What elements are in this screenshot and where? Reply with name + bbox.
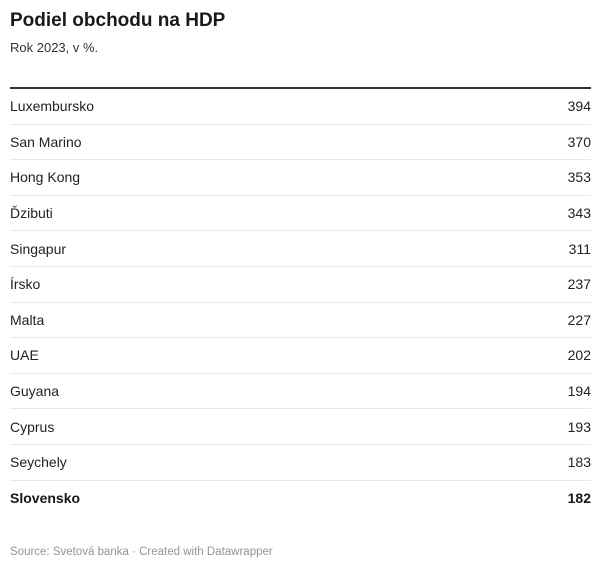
table-row: Hong Kong 353 xyxy=(10,159,591,195)
source-note: Source: Svetová banka · Created with Dat… xyxy=(10,546,273,559)
value-label: 227 xyxy=(567,311,591,328)
country-label: Guyana xyxy=(10,383,60,400)
value-label: 370 xyxy=(567,133,591,150)
country-label: Singapur xyxy=(10,240,67,257)
value-label: 202 xyxy=(567,347,591,364)
table-row: Singapur 311 xyxy=(10,230,591,266)
value-label: 353 xyxy=(567,169,591,186)
country-label: San Marino xyxy=(10,133,82,150)
chart-title: Podiel obchodu na HDP xyxy=(10,10,226,31)
ranking-table: Luxembursko 394 San Marino 370 Hong Kong… xyxy=(10,87,591,515)
country-label: Malta xyxy=(10,311,45,328)
table-row: Guyana 194 xyxy=(10,372,591,409)
value-label: 237 xyxy=(567,276,591,293)
chart-subtitle: Rok 2023, v %. xyxy=(10,40,99,55)
country-label: Luxembursko xyxy=(10,98,95,115)
table-row: UAE 202 xyxy=(10,337,591,373)
table-row: Malta 227 xyxy=(10,301,591,338)
country-label: Seychely xyxy=(10,454,67,471)
table-row: Seychely 183 xyxy=(10,443,591,480)
country-label: Írsko xyxy=(10,276,41,293)
table-row: Ďzibuti 343 xyxy=(10,194,591,231)
table-row: Luxembursko 394 xyxy=(10,89,591,124)
value-label: 311 xyxy=(568,240,591,257)
country-label: Slovensko xyxy=(10,489,81,506)
value-label: 183 xyxy=(567,454,591,471)
country-label: UAE xyxy=(10,347,39,364)
value-label: 394 xyxy=(567,98,591,115)
country-label: Hong Kong xyxy=(10,169,81,186)
country-label: Cyprus xyxy=(10,418,55,435)
value-label: 193 xyxy=(567,418,591,435)
table-row: Slovensko 182 xyxy=(10,479,591,516)
value-label: 343 xyxy=(567,205,591,222)
table-row: Írsko 237 xyxy=(10,265,591,302)
country-label: Ďzibuti xyxy=(10,205,53,222)
table-row: San Marino 370 xyxy=(10,123,591,160)
table-row: Cyprus 193 xyxy=(10,408,591,444)
value-label: 182 xyxy=(567,489,591,506)
value-label: 194 xyxy=(567,383,591,400)
